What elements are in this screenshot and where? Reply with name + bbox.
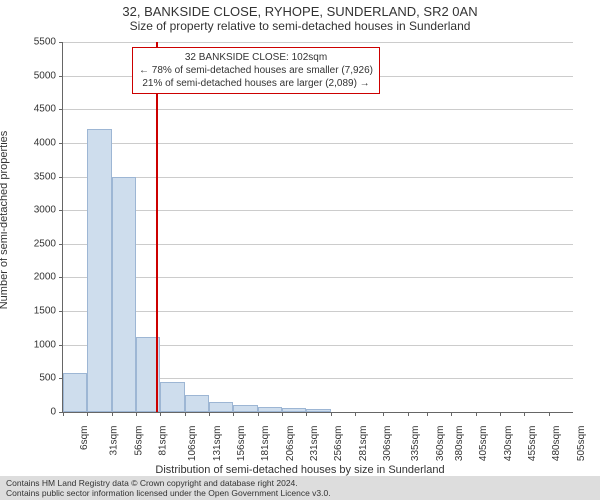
y-tick-mark bbox=[59, 143, 63, 144]
histogram-bar bbox=[160, 382, 184, 412]
annotation-box: 32 BANKSIDE CLOSE: 102sqm← 78% of semi-d… bbox=[132, 47, 380, 94]
y-tick-label: 0 bbox=[16, 407, 56, 418]
x-tick-label: 6sqm bbox=[79, 426, 90, 450]
x-tick-label: 405sqm bbox=[478, 426, 489, 462]
x-tick-mark bbox=[282, 412, 283, 416]
footer-attribution: Contains HM Land Registry data © Crown c… bbox=[0, 476, 600, 500]
x-tick-mark bbox=[136, 412, 137, 416]
x-tick-label: 181sqm bbox=[260, 426, 271, 462]
x-tick-mark bbox=[112, 412, 113, 416]
x-tick-mark bbox=[185, 412, 186, 416]
gridline bbox=[63, 109, 573, 110]
annotation-line: 21% of semi-detached houses are larger (… bbox=[139, 77, 373, 90]
y-tick-label: 1000 bbox=[16, 339, 56, 350]
histogram-bar bbox=[282, 408, 306, 412]
y-tick-mark bbox=[59, 177, 63, 178]
x-tick-mark bbox=[306, 412, 307, 416]
chart-subtitle: Size of property relative to semi-detach… bbox=[0, 19, 600, 33]
x-tick-mark bbox=[383, 412, 384, 416]
x-tick-label: 131sqm bbox=[212, 426, 223, 462]
x-tick-label: 106sqm bbox=[187, 426, 198, 462]
y-tick-label: 4000 bbox=[16, 137, 56, 148]
footer-line-2: Contains public sector information licen… bbox=[6, 488, 594, 498]
x-tick-label: 231sqm bbox=[309, 426, 320, 462]
y-tick-label: 3500 bbox=[16, 171, 56, 182]
y-tick-label: 2000 bbox=[16, 272, 56, 283]
x-tick-label: 380sqm bbox=[454, 426, 465, 462]
x-tick-mark bbox=[408, 412, 409, 416]
histogram-bar bbox=[306, 409, 330, 412]
x-tick-mark bbox=[209, 412, 210, 416]
y-tick-label: 5000 bbox=[16, 70, 56, 81]
y-tick-mark bbox=[59, 311, 63, 312]
y-tick-mark bbox=[59, 345, 63, 346]
x-tick-mark bbox=[524, 412, 525, 416]
x-tick-mark bbox=[63, 412, 64, 416]
gridline bbox=[63, 42, 573, 43]
gridline bbox=[63, 244, 573, 245]
x-tick-mark bbox=[549, 412, 550, 416]
x-tick-label: 31sqm bbox=[109, 426, 120, 456]
x-tick-label: 360sqm bbox=[435, 426, 446, 462]
histogram-bar bbox=[258, 407, 282, 412]
histogram-bar bbox=[112, 177, 136, 412]
y-tick-mark bbox=[59, 244, 63, 245]
plot-region bbox=[62, 42, 573, 413]
gridline bbox=[63, 177, 573, 178]
x-tick-label: 505sqm bbox=[576, 426, 587, 462]
histogram-bar bbox=[87, 129, 111, 412]
x-tick-mark bbox=[476, 412, 477, 416]
x-tick-label: 256sqm bbox=[333, 426, 344, 462]
chart-area: 32 BANKSIDE CLOSE: 102sqm← 78% of semi-d… bbox=[62, 42, 572, 412]
y-tick-mark bbox=[59, 76, 63, 77]
y-tick-mark bbox=[59, 277, 63, 278]
y-tick-mark bbox=[59, 210, 63, 211]
reference-line bbox=[156, 42, 158, 412]
x-tick-mark bbox=[233, 412, 234, 416]
gridline bbox=[63, 311, 573, 312]
annotation-line: 32 BANKSIDE CLOSE: 102sqm bbox=[139, 51, 373, 64]
y-tick-mark bbox=[59, 109, 63, 110]
footer-line-1: Contains HM Land Registry data © Crown c… bbox=[6, 478, 594, 488]
gridline bbox=[63, 210, 573, 211]
x-tick-label: 455sqm bbox=[527, 426, 538, 462]
histogram-bar bbox=[209, 402, 233, 412]
chart-container: 32, BANKSIDE CLOSE, RYHOPE, SUNDERLAND, … bbox=[0, 0, 600, 500]
y-tick-label: 1500 bbox=[16, 306, 56, 317]
x-tick-label: 430sqm bbox=[503, 426, 514, 462]
histogram-bar bbox=[233, 405, 257, 412]
x-tick-label: 281sqm bbox=[358, 426, 369, 462]
y-tick-label: 500 bbox=[16, 373, 56, 384]
x-tick-label: 81sqm bbox=[158, 426, 169, 456]
x-tick-mark bbox=[355, 412, 356, 416]
x-tick-mark bbox=[87, 412, 88, 416]
x-tick-label: 335sqm bbox=[410, 426, 421, 462]
y-axis-label: Number of semi-detached properties bbox=[0, 131, 10, 310]
y-tick-label: 5500 bbox=[16, 37, 56, 48]
y-tick-mark bbox=[59, 42, 63, 43]
x-tick-mark bbox=[500, 412, 501, 416]
x-tick-mark bbox=[427, 412, 428, 416]
x-tick-label: 56sqm bbox=[133, 426, 144, 456]
x-axis-label: Distribution of semi-detached houses by … bbox=[0, 464, 600, 476]
x-tick-label: 156sqm bbox=[236, 426, 247, 462]
annotation-line: ← 78% of semi-detached houses are smalle… bbox=[139, 64, 373, 77]
histogram-bar bbox=[185, 395, 209, 412]
y-tick-label: 4500 bbox=[16, 104, 56, 115]
histogram-bar bbox=[63, 373, 87, 412]
x-tick-mark bbox=[331, 412, 332, 416]
y-tick-label: 2500 bbox=[16, 238, 56, 249]
gridline bbox=[63, 277, 573, 278]
x-tick-label: 306sqm bbox=[382, 426, 393, 462]
x-tick-label: 480sqm bbox=[551, 426, 562, 462]
y-tick-label: 3000 bbox=[16, 205, 56, 216]
x-tick-mark bbox=[258, 412, 259, 416]
x-tick-mark bbox=[451, 412, 452, 416]
x-tick-label: 206sqm bbox=[285, 426, 296, 462]
gridline bbox=[63, 143, 573, 144]
chart-title: 32, BANKSIDE CLOSE, RYHOPE, SUNDERLAND, … bbox=[0, 0, 600, 19]
x-tick-mark bbox=[160, 412, 161, 416]
